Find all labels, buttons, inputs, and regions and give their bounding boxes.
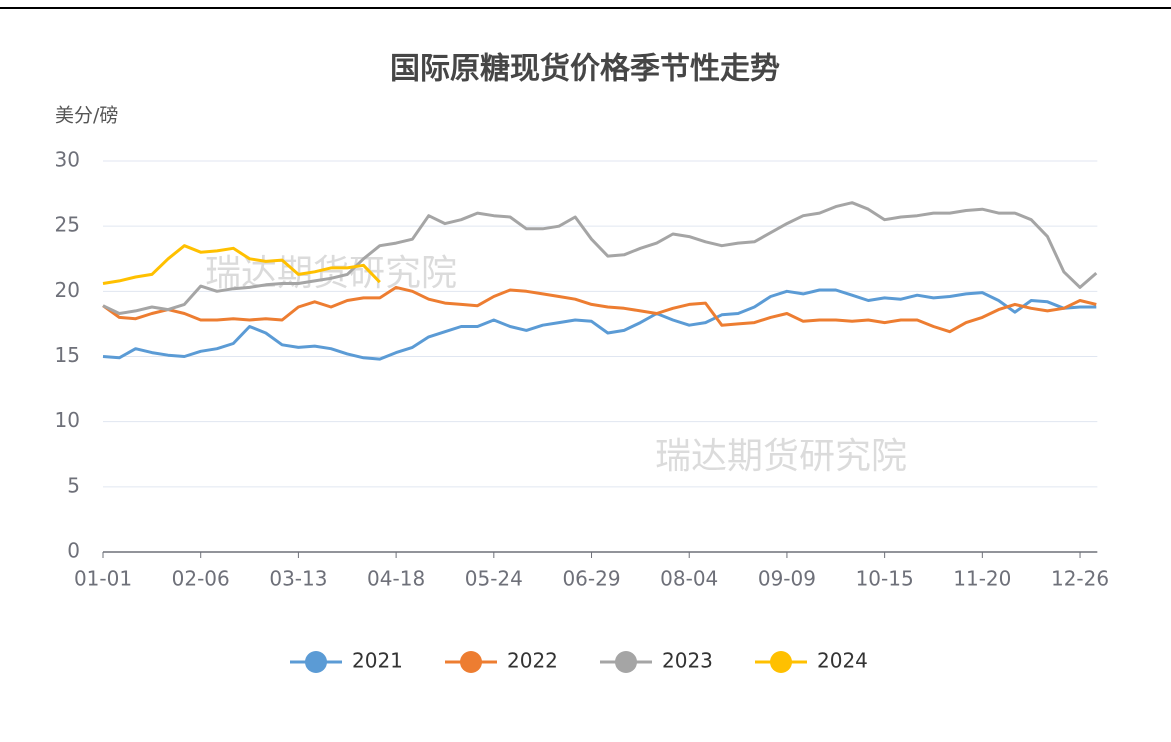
y-tick-label: 15 <box>55 343 80 367</box>
y-tick-label: 30 <box>55 148 80 172</box>
legend-label: 2023 <box>662 649 713 673</box>
x-tick-label: 01-01 <box>74 567 132 591</box>
x-tick-label: 06-29 <box>562 567 620 591</box>
watermark: 瑞达期货研究院 <box>655 436 907 477</box>
x-tick-label: 04-18 <box>367 567 425 591</box>
series-line <box>102 201 1098 315</box>
series-line <box>102 244 381 285</box>
legend-label: 2022 <box>507 649 558 673</box>
y-axis-label: 美分/磅 <box>55 105 118 127</box>
y-tick-label: 25 <box>55 213 80 237</box>
x-tick-label: 09-09 <box>758 567 816 591</box>
legend-marker <box>770 651 792 673</box>
chart-title: 国际原糖现货价格季节性走势 <box>390 52 780 87</box>
x-tick-label: 08-04 <box>660 567 718 591</box>
legend-marker <box>305 651 327 673</box>
y-tick-label: 5 <box>67 473 80 497</box>
series-line <box>102 288 1097 361</box>
y-tick-label: 10 <box>55 408 80 432</box>
series-line <box>102 285 1097 334</box>
y-tick-label: 20 <box>55 278 80 302</box>
legend-marker <box>460 651 482 673</box>
legend-label: 2024 <box>817 649 868 673</box>
x-tick-label: 11-20 <box>953 567 1011 591</box>
x-tick-label: 05-24 <box>465 567 523 591</box>
x-tick-label: 03-13 <box>269 567 327 591</box>
legend-marker <box>615 651 637 673</box>
x-tick-label: 02-06 <box>172 567 230 591</box>
x-tick-label: 10-15 <box>856 567 914 591</box>
x-tick-label: 12-26 <box>1051 567 1109 591</box>
y-tick-label: 0 <box>67 539 80 563</box>
legend-label: 2021 <box>352 649 403 673</box>
